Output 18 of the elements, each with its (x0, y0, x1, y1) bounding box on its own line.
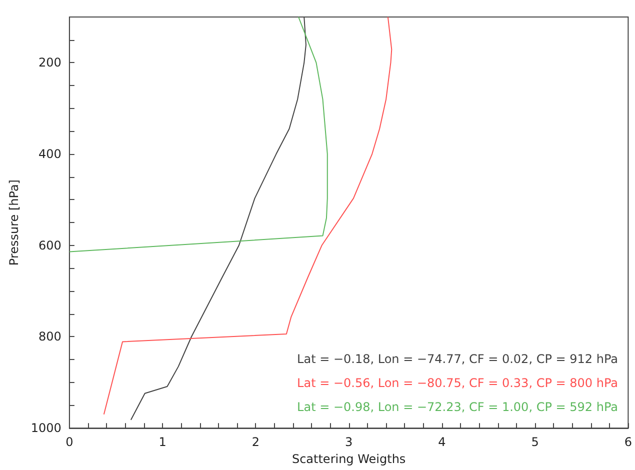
x-tick-label: 2 (252, 435, 260, 450)
x-tick-label: 0 (66, 435, 74, 450)
y-tick-label: 800 (38, 330, 62, 344)
y-axis-title: Pressure [hPa] (7, 180, 21, 266)
y-tick-label: 400 (38, 147, 62, 162)
x-tick-label: 3 (344, 435, 353, 450)
y-tick-label: 1000 (30, 421, 62, 436)
x-tick-label: 5 (531, 435, 539, 450)
y-tick-label: 600 (38, 238, 62, 252)
x-axis-title: Scattering Weigths (292, 452, 406, 466)
x-tick-label: 1 (158, 435, 166, 450)
line-series (68, 16, 328, 252)
y-tick-label: 200 (38, 56, 62, 70)
x-tick-label: 6 (624, 435, 632, 450)
text: Lat = −0.98, Lon = −72.23, CF = 1.00, CP = 592 hPa (297, 400, 618, 414)
text: Lat = −0.18, Lon = −74.77, CF = 0.02, CP = 912 hPa (297, 352, 618, 366)
x-tick-label: 4 (438, 435, 446, 450)
text: Lat = −0.56, Lon = −80.75, CF = 0.33, CP = 800 hPa (297, 376, 618, 390)
